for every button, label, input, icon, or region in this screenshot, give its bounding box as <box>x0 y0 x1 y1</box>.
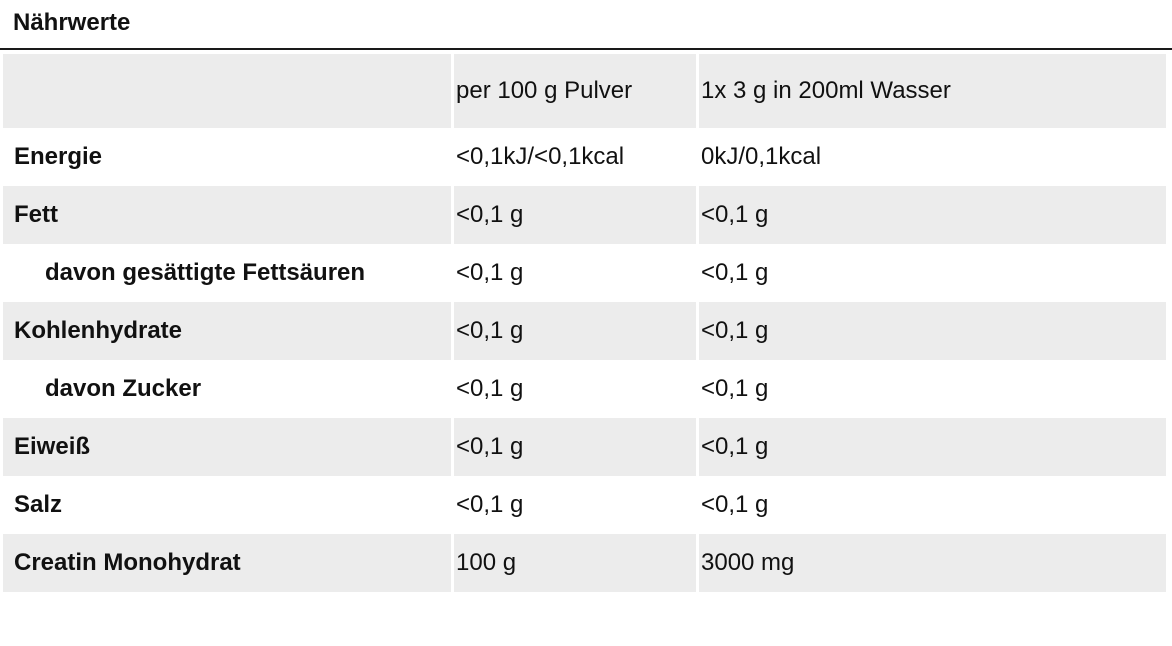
value-per-serving: <0,1 g <box>701 375 769 402</box>
value-per-serving: <0,1 g <box>699 186 1166 244</box>
value-per-serving: <0,1 g <box>699 302 1166 360</box>
value-per-100g: <0,1 g <box>456 375 524 402</box>
value-per-100g: <0,1 g <box>454 418 696 476</box>
table-row: Energie <0,1kJ/<0,1kcal 0kJ/0,1kcal <box>3 128 1166 186</box>
nutrient-name: davon gesättigte Fettsäuren <box>45 259 366 286</box>
value-per-100g: <0,1 g <box>454 302 696 360</box>
nutrition-table: per 100 g Pulver 1x 3 g in 200ml Wasser … <box>0 54 1169 592</box>
value-per-100g: <0,1kJ/<0,1kcal <box>456 143 625 170</box>
table-row: davon gesättigte Fettsäuren <0,1 g <0,1 … <box>3 244 1166 302</box>
nutrient-name: Creatin Monohydrat <box>3 534 451 592</box>
header-cell-per-serving: 1x 3 g in 200ml Wasser <box>699 54 1166 128</box>
value-per-serving: <0,1 g <box>699 418 1166 476</box>
nutrient-name: Eiweiß <box>3 418 451 476</box>
nutrient-name: Kohlenhydrate <box>3 302 451 360</box>
table-header-row: per 100 g Pulver 1x 3 g in 200ml Wasser <box>3 54 1166 128</box>
table-row: davon Zucker <0,1 g <0,1 g <box>3 360 1166 418</box>
header-cell-label <box>3 54 451 128</box>
value-per-100g: <0,1 g <box>456 259 524 286</box>
table-row: Eiweiß <0,1 g <0,1 g <box>3 418 1166 476</box>
title-divider <box>0 48 1172 50</box>
value-per-serving: 0kJ/0,1kcal <box>701 143 822 170</box>
nutrient-name: davon Zucker <box>45 375 202 402</box>
table-row: Fett <0,1 g <0,1 g <box>3 186 1166 244</box>
value-per-serving: 3000 mg <box>699 534 1166 592</box>
value-per-100g: 100 g <box>454 534 696 592</box>
value-per-100g: <0,1 g <box>456 491 524 518</box>
table-row: Salz <0,1 g <0,1 g <box>3 476 1166 534</box>
nutrient-name: Energie <box>14 143 103 170</box>
header-cell-per-100g: per 100 g Pulver <box>454 54 696 128</box>
value-per-serving: <0,1 g <box>701 491 769 518</box>
table-row: Kohlenhydrate <0,1 g <0,1 g <box>3 302 1166 360</box>
table-row: Creatin Monohydrat 100 g 3000 mg <box>3 534 1166 592</box>
section-title: Nährwerte <box>13 9 131 36</box>
nutrient-name: Fett <box>3 186 451 244</box>
value-per-serving: <0,1 g <box>701 259 769 286</box>
value-per-100g: <0,1 g <box>454 186 696 244</box>
nutrient-name: Salz <box>14 491 63 518</box>
